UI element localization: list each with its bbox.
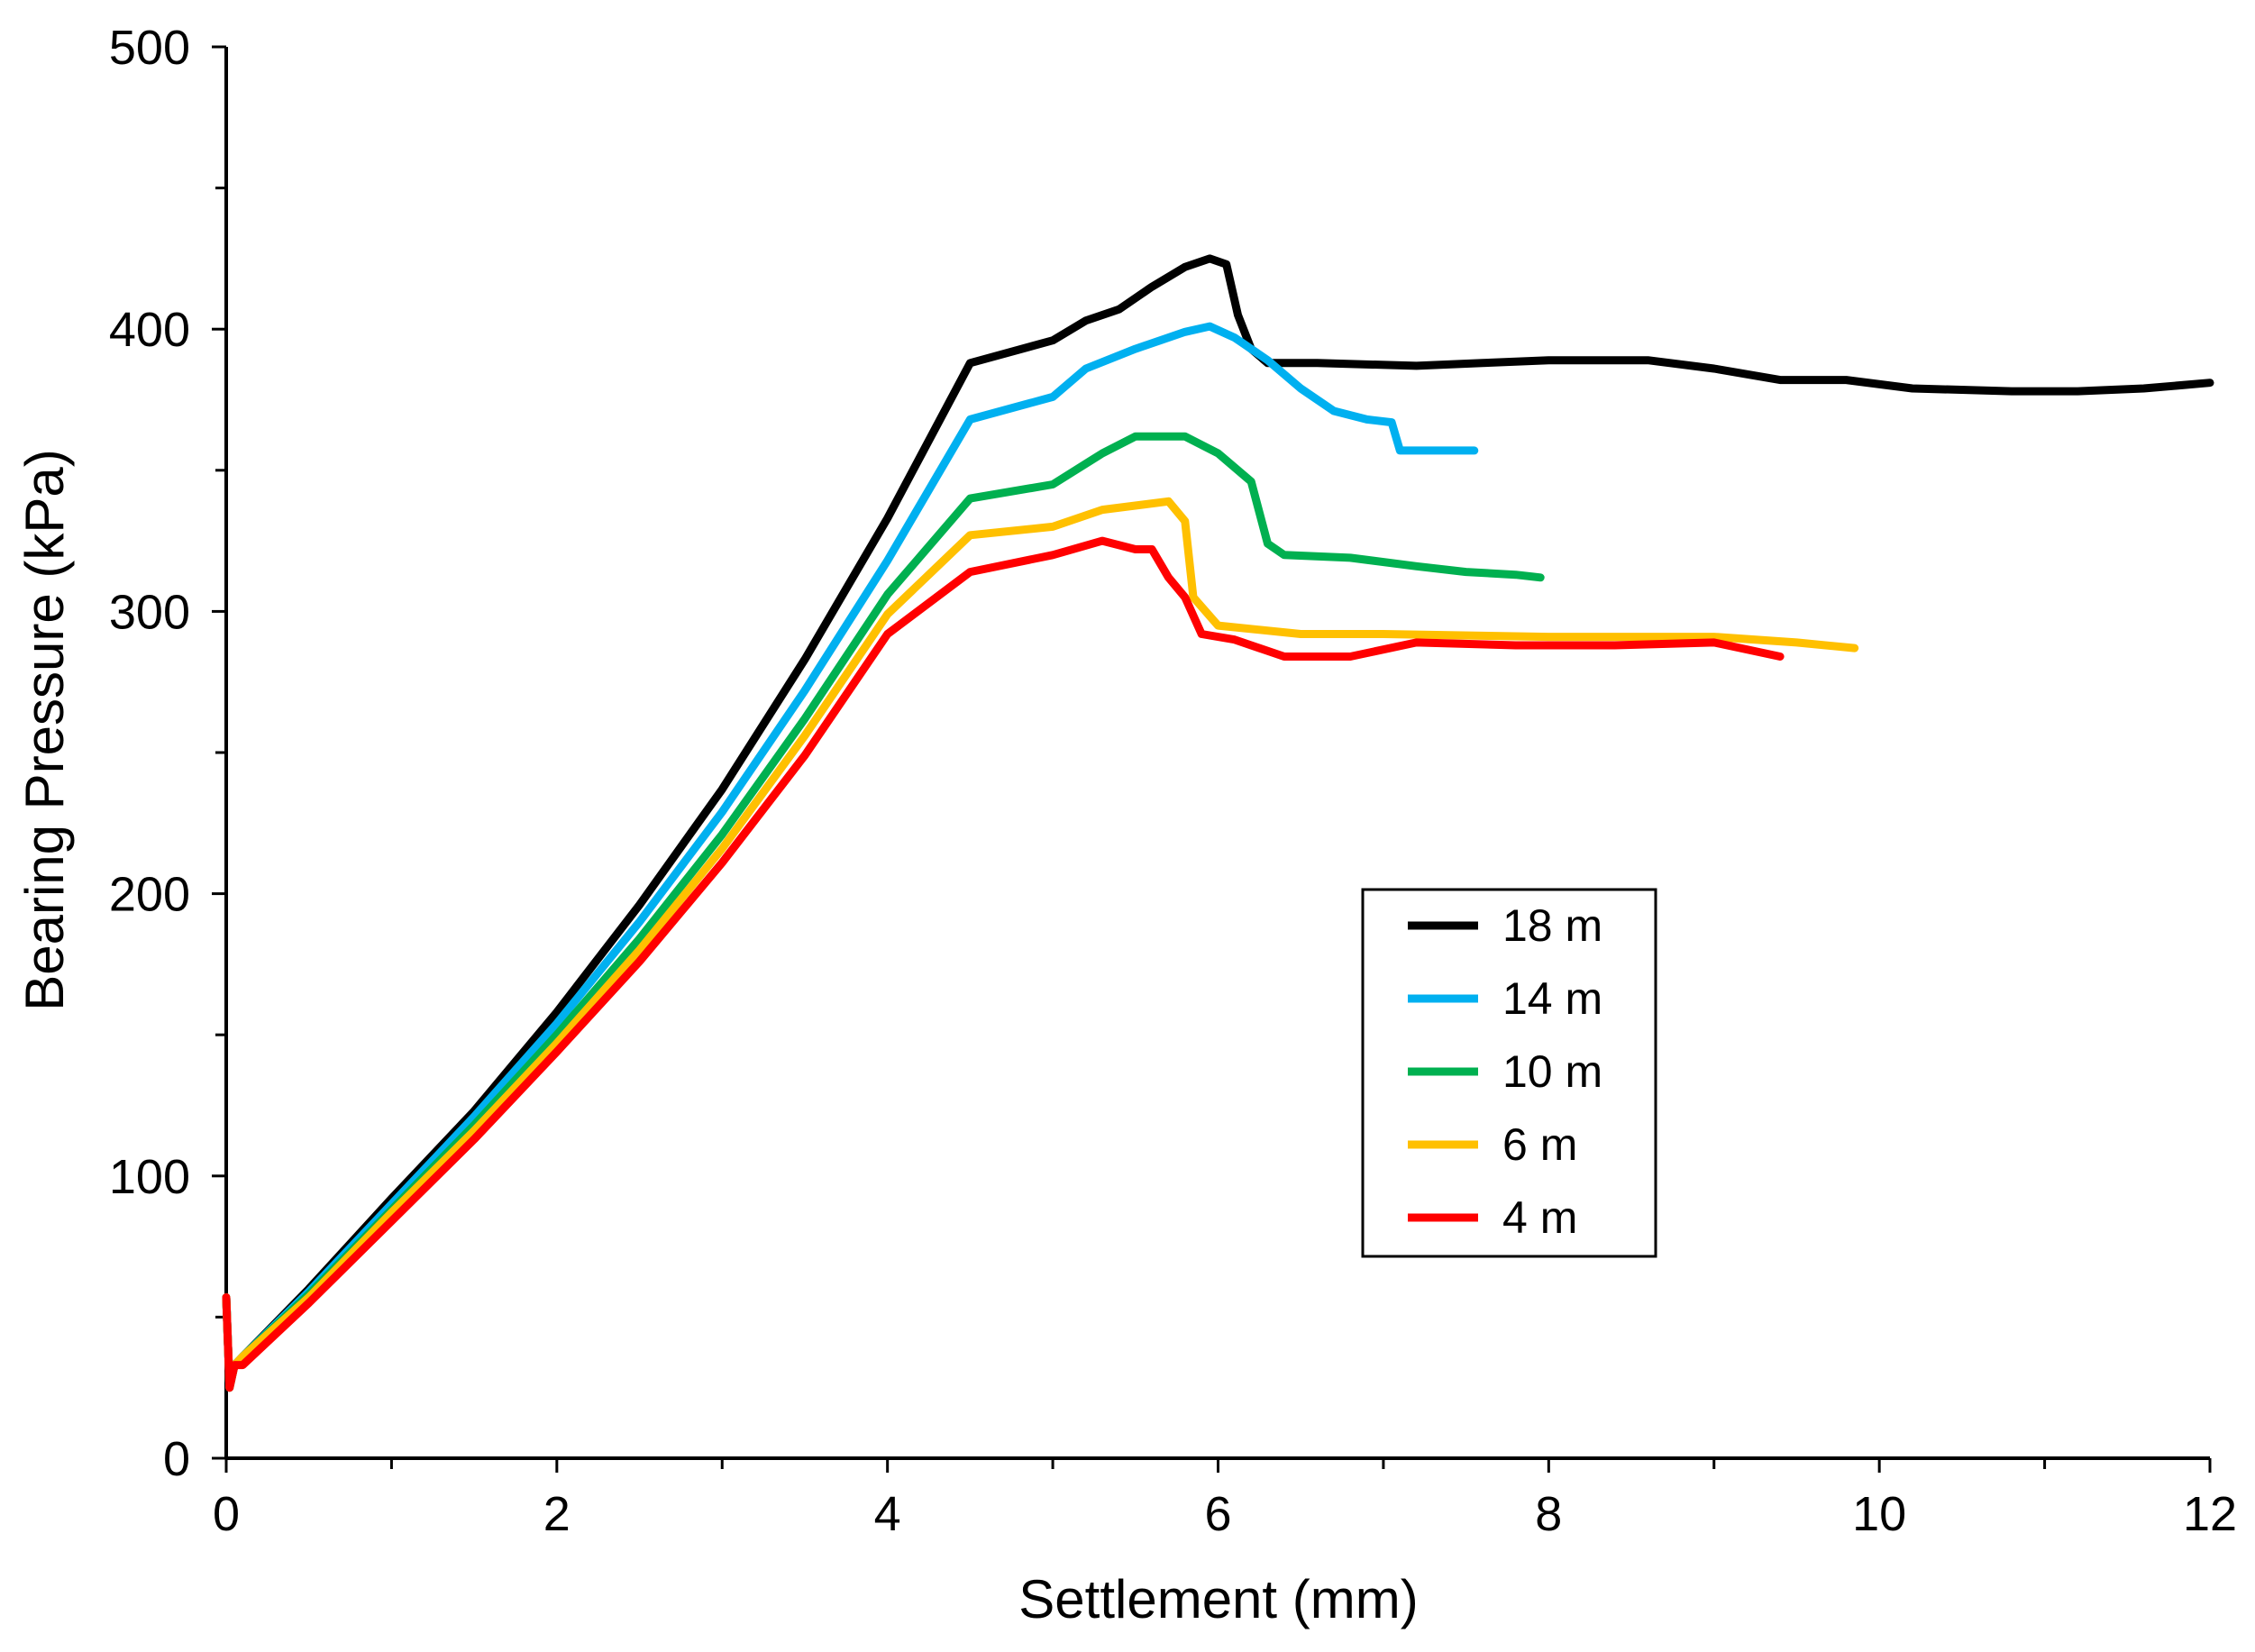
x-tick-label: 2	[543, 1487, 571, 1541]
series-line-10-m	[222, 432, 1545, 1392]
x-tick-label: 4	[874, 1487, 901, 1541]
series-line-18-m	[222, 254, 2214, 1392]
x-tick-label: 6	[1204, 1487, 1231, 1541]
legend-label: 4 m	[1502, 1192, 1577, 1243]
axes: 0 2 4 6 8 10 12 0 100 200 300 400 500	[109, 21, 2237, 1541]
y-tick-label: 300	[109, 585, 190, 639]
y-axis-title: Bearing Pressure (kPa)	[14, 449, 75, 1011]
legend-label: 14 m	[1502, 973, 1602, 1024]
y-tick-label: 200	[109, 868, 190, 922]
x-tick-label: 0	[213, 1487, 240, 1541]
x-tick-label: 12	[2183, 1487, 2237, 1541]
series-line-14-m	[222, 322, 1479, 1392]
y-tick-label: 500	[109, 21, 190, 75]
legend-label: 6 m	[1502, 1119, 1577, 1170]
x-tick-label: 8	[1535, 1487, 1562, 1541]
x-axis-title: Settlement (mm)	[1018, 1569, 1418, 1629]
y-tick-label: 400	[109, 303, 190, 357]
y-tick-label: 0	[163, 1432, 190, 1486]
x-tick-label: 10	[1852, 1487, 1906, 1541]
y-tick-label: 100	[109, 1150, 190, 1204]
legend: 18 m 14 m 10 m 6 m 4 m	[1361, 888, 1657, 1258]
legend-label: 18 m	[1502, 900, 1602, 951]
series-line-4-m	[222, 536, 1785, 1392]
legend-label: 10 m	[1502, 1046, 1602, 1097]
series-layer	[222, 254, 2214, 1392]
